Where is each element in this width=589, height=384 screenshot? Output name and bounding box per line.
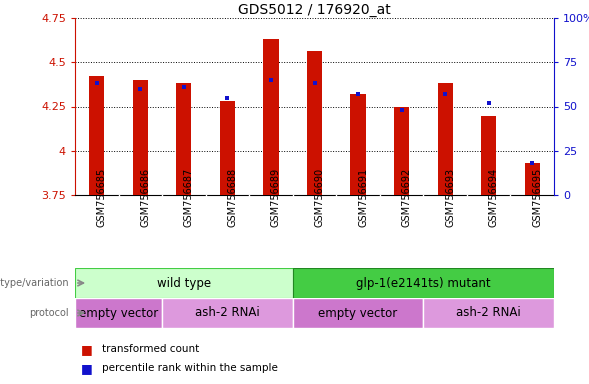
- Bar: [133, 80, 148, 195]
- Text: GSM756689: GSM756689: [271, 168, 281, 227]
- Text: GSM756690: GSM756690: [315, 168, 325, 227]
- Text: GSM756685: GSM756685: [97, 167, 107, 227]
- Text: GSM756693: GSM756693: [445, 168, 455, 227]
- Text: protocol: protocol: [29, 308, 69, 318]
- Text: GSM756687: GSM756687: [184, 167, 194, 227]
- Bar: [293, 268, 554, 298]
- Text: ash-2 RNAi: ash-2 RNAi: [456, 306, 521, 319]
- Bar: [89, 76, 104, 195]
- Text: empty vector: empty vector: [319, 306, 398, 319]
- Title: GDS5012 / 176920_at: GDS5012 / 176920_at: [238, 3, 391, 17]
- Text: GSM756695: GSM756695: [532, 167, 542, 227]
- Bar: [481, 116, 497, 195]
- Bar: [263, 39, 279, 195]
- Text: percentile rank within the sample: percentile rank within the sample: [101, 363, 277, 373]
- Text: genotype/variation: genotype/variation: [0, 278, 69, 288]
- Bar: [394, 108, 409, 195]
- Text: transformed count: transformed count: [101, 344, 198, 354]
- Text: GSM756691: GSM756691: [358, 168, 368, 227]
- Bar: [220, 101, 235, 195]
- Text: ■: ■: [81, 343, 92, 356]
- Text: GSM756686: GSM756686: [140, 168, 150, 227]
- Bar: [438, 83, 453, 195]
- Bar: [350, 94, 366, 195]
- Text: glp-1(e2141ts) mutant: glp-1(e2141ts) mutant: [356, 276, 491, 290]
- Bar: [75, 268, 293, 298]
- Text: GSM756694: GSM756694: [489, 168, 499, 227]
- Text: GSM756688: GSM756688: [227, 168, 237, 227]
- Bar: [293, 298, 423, 328]
- Text: wild type: wild type: [157, 276, 211, 290]
- Text: ■: ■: [81, 362, 92, 375]
- Bar: [307, 51, 322, 195]
- Text: empty vector: empty vector: [79, 306, 158, 319]
- Bar: [176, 83, 191, 195]
- Bar: [423, 298, 554, 328]
- Bar: [75, 298, 162, 328]
- Bar: [525, 163, 540, 195]
- Bar: [162, 298, 293, 328]
- Text: ash-2 RNAi: ash-2 RNAi: [195, 306, 260, 319]
- Text: GSM756692: GSM756692: [402, 167, 412, 227]
